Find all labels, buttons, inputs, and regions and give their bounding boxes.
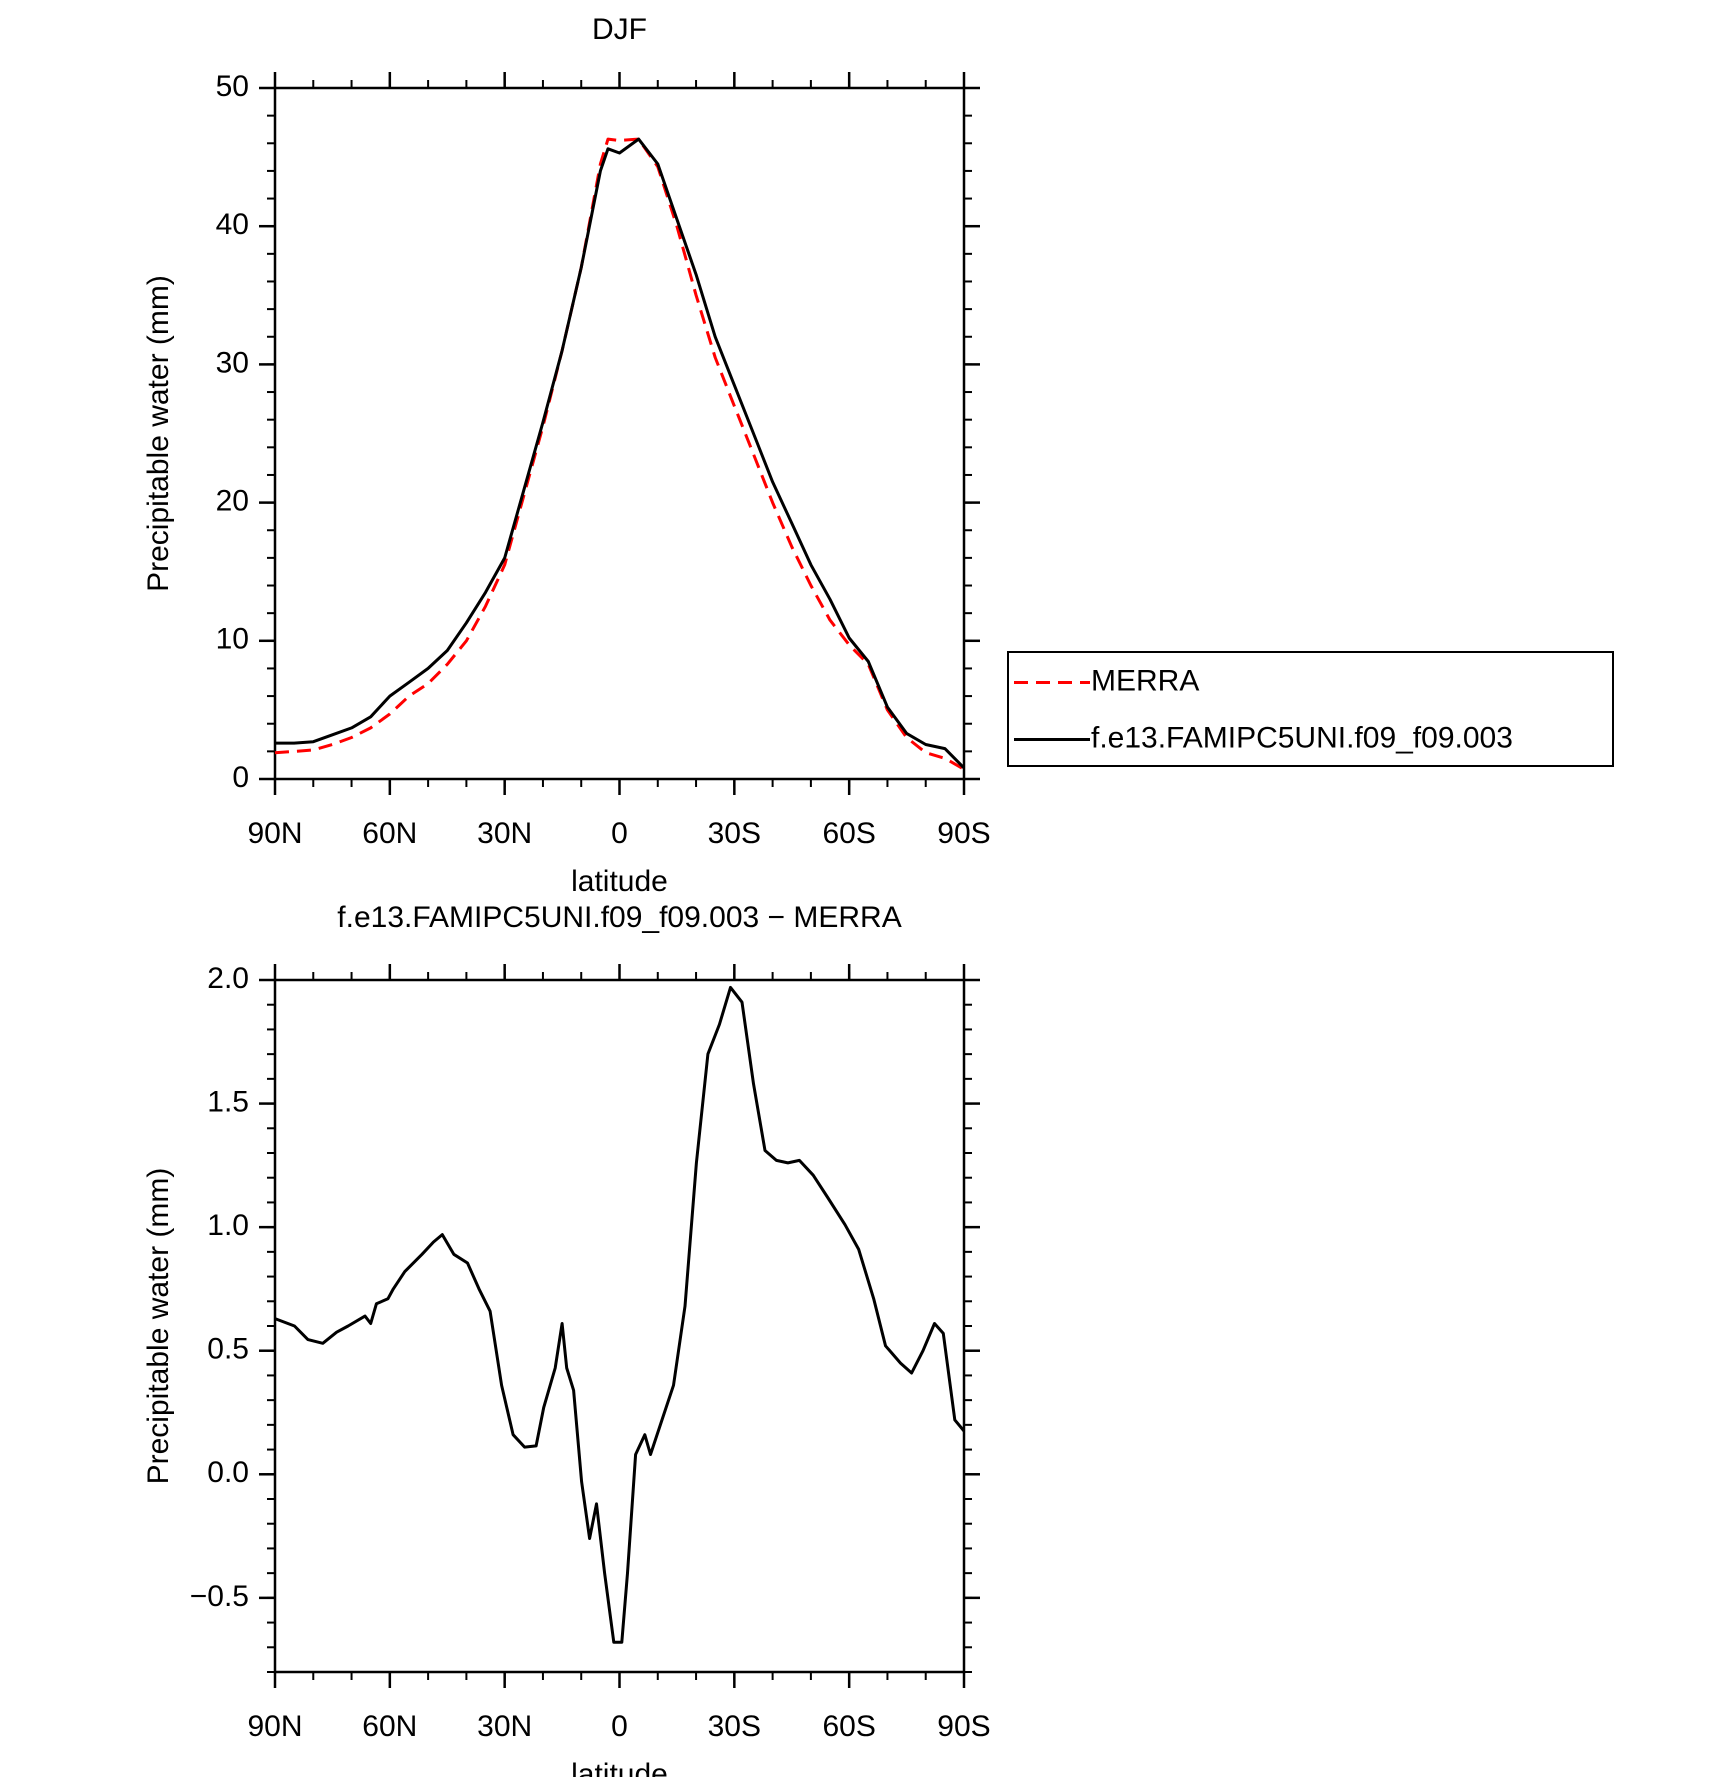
plot-frame: [273, 978, 966, 1674]
y-tick-label: 40: [216, 208, 249, 241]
y-tick-label: 20: [216, 485, 249, 518]
chart-title: DJF: [592, 13, 647, 46]
x-tick-label: 60N: [362, 1710, 417, 1743]
x-tick-label: 60N: [362, 817, 417, 850]
x-tick-label: 30N: [477, 1710, 532, 1743]
y-tick-label: 1.5: [207, 1085, 249, 1118]
legend-label: f.e13.FAMIPC5UNI.f09_f09.003: [1091, 721, 1513, 754]
y-tick-label: 0.5: [207, 1333, 249, 1366]
x-tick-label: 90N: [247, 1710, 302, 1743]
y-tick-label: 0: [232, 761, 249, 794]
x-tick-label: 0: [611, 1710, 628, 1743]
legend-box: [1007, 651, 1614, 767]
x-tick-label: 30S: [708, 1710, 761, 1743]
y-axis-label: Precipitable water (mm): [142, 275, 175, 592]
data-line: [275, 137, 966, 769]
x-tick-label: 60S: [822, 817, 875, 850]
y-tick-label: 30: [216, 346, 249, 379]
y-tick-label: 2.0: [207, 962, 249, 995]
y-axis-label: Precipitable water (mm): [142, 1168, 175, 1485]
data-line: [274, 137, 965, 771]
x-tick-label: 0: [611, 817, 628, 850]
x-tick-label: 90S: [937, 1710, 990, 1743]
data-line: [274, 985, 966, 1644]
y-tick-label: −0.5: [190, 1580, 249, 1613]
y-tick-label: 1.0: [207, 1209, 249, 1242]
plot-frame: [273, 86, 966, 781]
y-tick-label: 50: [216, 70, 249, 103]
x-axis-label: latitude: [571, 865, 668, 898]
x-tick-label: 60S: [822, 1710, 875, 1743]
x-tick-label: 90N: [247, 817, 302, 850]
x-tick-label: 90S: [937, 817, 990, 850]
x-tick-label: 30N: [477, 817, 532, 850]
x-tick-label: 30S: [708, 817, 761, 850]
legend-label: MERRA: [1091, 664, 1199, 697]
y-tick-label: 0.0: [207, 1456, 249, 1489]
y-tick-label: 10: [216, 623, 249, 656]
x-axis-label: latitude: [571, 1758, 668, 1777]
chart-title: f.e13.FAMIPC5UNI.f09_f09.003 − MERRA: [337, 901, 901, 934]
